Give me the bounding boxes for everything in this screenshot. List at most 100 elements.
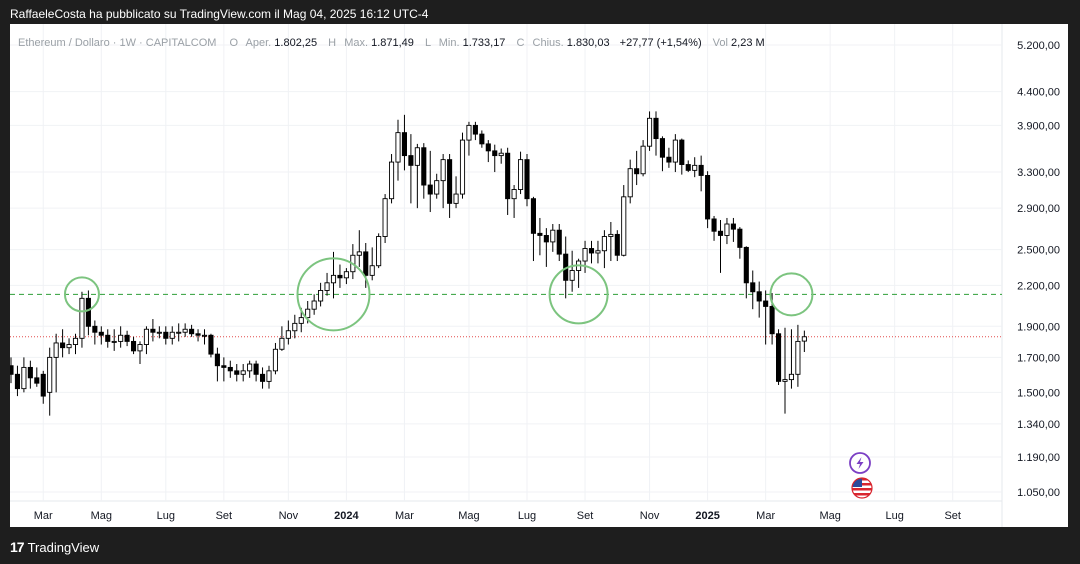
candle (640, 140, 646, 177)
candle (595, 240, 601, 264)
candle (466, 121, 472, 156)
candle (421, 143, 427, 199)
candle (143, 326, 150, 355)
candle (227, 360, 233, 378)
x-tick-label: 2024 (334, 510, 359, 522)
lightning-icon[interactable] (849, 452, 871, 474)
candle (98, 326, 104, 345)
candle (537, 217, 543, 256)
candle (621, 185, 627, 257)
candle (472, 121, 478, 141)
candle (253, 360, 259, 382)
candle (234, 364, 240, 382)
candle (163, 326, 169, 345)
x-tick-label: Nov (640, 510, 660, 522)
x-tick-label: Mar (395, 510, 414, 522)
candle (672, 134, 678, 173)
candle (330, 251, 337, 299)
candle (801, 330, 807, 353)
candle (530, 196, 536, 262)
candle (485, 140, 491, 163)
candle (14, 365, 20, 397)
y-tick-label: 4.400,00 (1017, 87, 1060, 99)
candle (266, 365, 272, 389)
y-tick-label: 3.300,00 (1017, 167, 1060, 179)
candle (737, 227, 743, 259)
us-flag-icon[interactable] (851, 477, 873, 499)
y-tick-label: 2.500,00 (1017, 245, 1060, 257)
grid-lines (10, 24, 1003, 527)
candle (21, 357, 27, 393)
candle (659, 136, 665, 172)
candle (408, 134, 414, 204)
publish-header: RaffaeleCosta ha pubblicato su TradingVi… (10, 7, 429, 21)
candle (66, 338, 72, 355)
legend-vol-value: 2,23 M (731, 37, 765, 49)
candle (324, 272, 330, 296)
x-tick-label: Mag (458, 510, 479, 522)
candle (118, 326, 124, 348)
candle (582, 240, 588, 273)
candle (601, 230, 607, 269)
candle (10, 357, 14, 384)
candle (724, 217, 730, 245)
legend-open-value: 1.802,25 (274, 37, 317, 49)
candle (137, 341, 143, 365)
candle (730, 217, 736, 242)
candle (743, 246, 749, 299)
legend-open-label: O (230, 37, 239, 49)
x-tick-label: Mar (34, 510, 53, 522)
candle (440, 154, 446, 209)
candle (414, 143, 420, 209)
x-tick-label: Mag (819, 510, 840, 522)
candle (130, 336, 137, 355)
legend-symbol: Ethereum / Dollaro · 1W · CAPITALCOM (18, 37, 216, 49)
brand-name: TradingView (27, 539, 100, 555)
candle (782, 327, 788, 414)
candles (10, 111, 807, 416)
candle (479, 130, 485, 148)
chart-panel[interactable]: 5.200,00 4.400,00 3.900,00 3.300,00 2.900,00… (10, 24, 1068, 527)
candle (711, 215, 717, 241)
x-axis: Mar Mag Lug Set Nov 2024 Mar Mag Lug Set Nov 2025 Ma… (34, 510, 961, 522)
candle (169, 326, 175, 345)
candle (72, 333, 79, 355)
candle (343, 268, 349, 285)
candle (189, 324, 195, 337)
support-highlight-circle (769, 272, 814, 317)
candle (85, 290, 91, 336)
candle (705, 171, 711, 229)
y-tick-label: 1.050,00 (1017, 487, 1060, 499)
candle (285, 320, 291, 345)
candle (111, 329, 117, 351)
candle (543, 228, 549, 267)
x-tick-label: Mag (91, 510, 112, 522)
candle (763, 290, 769, 345)
candle (337, 264, 343, 288)
legend-high-value: 1.871,49 (371, 37, 414, 49)
candle (247, 360, 253, 378)
tradingview-logo: 17 (10, 539, 25, 555)
candle (795, 324, 801, 387)
footer-brand[interactable]: 17 TradingView (10, 539, 99, 555)
candle (201, 329, 208, 345)
candle (685, 160, 691, 173)
candlestick-chart[interactable]: 5.200,00 4.400,00 3.900,00 3.300,00 2.900,00… (10, 24, 1068, 527)
candle (634, 150, 640, 186)
legend-change: +27,77 (+1,54%) (620, 37, 702, 49)
candle (717, 219, 724, 273)
candle (556, 224, 562, 262)
y-tick-label: 3.900,00 (1017, 120, 1060, 132)
candle (221, 357, 227, 382)
highlight-circles (63, 257, 814, 332)
candle (292, 314, 298, 339)
candle (92, 320, 98, 345)
legend-high-name: Max. (344, 37, 368, 49)
legend-vol-label: Vol (713, 37, 728, 49)
x-tick-label: Mar (756, 510, 775, 522)
y-tick-label: 2.200,00 (1017, 280, 1060, 292)
candle (34, 367, 40, 387)
candle (195, 329, 201, 342)
legend-low-value: 1.733,17 (463, 37, 506, 49)
candle (47, 347, 53, 416)
